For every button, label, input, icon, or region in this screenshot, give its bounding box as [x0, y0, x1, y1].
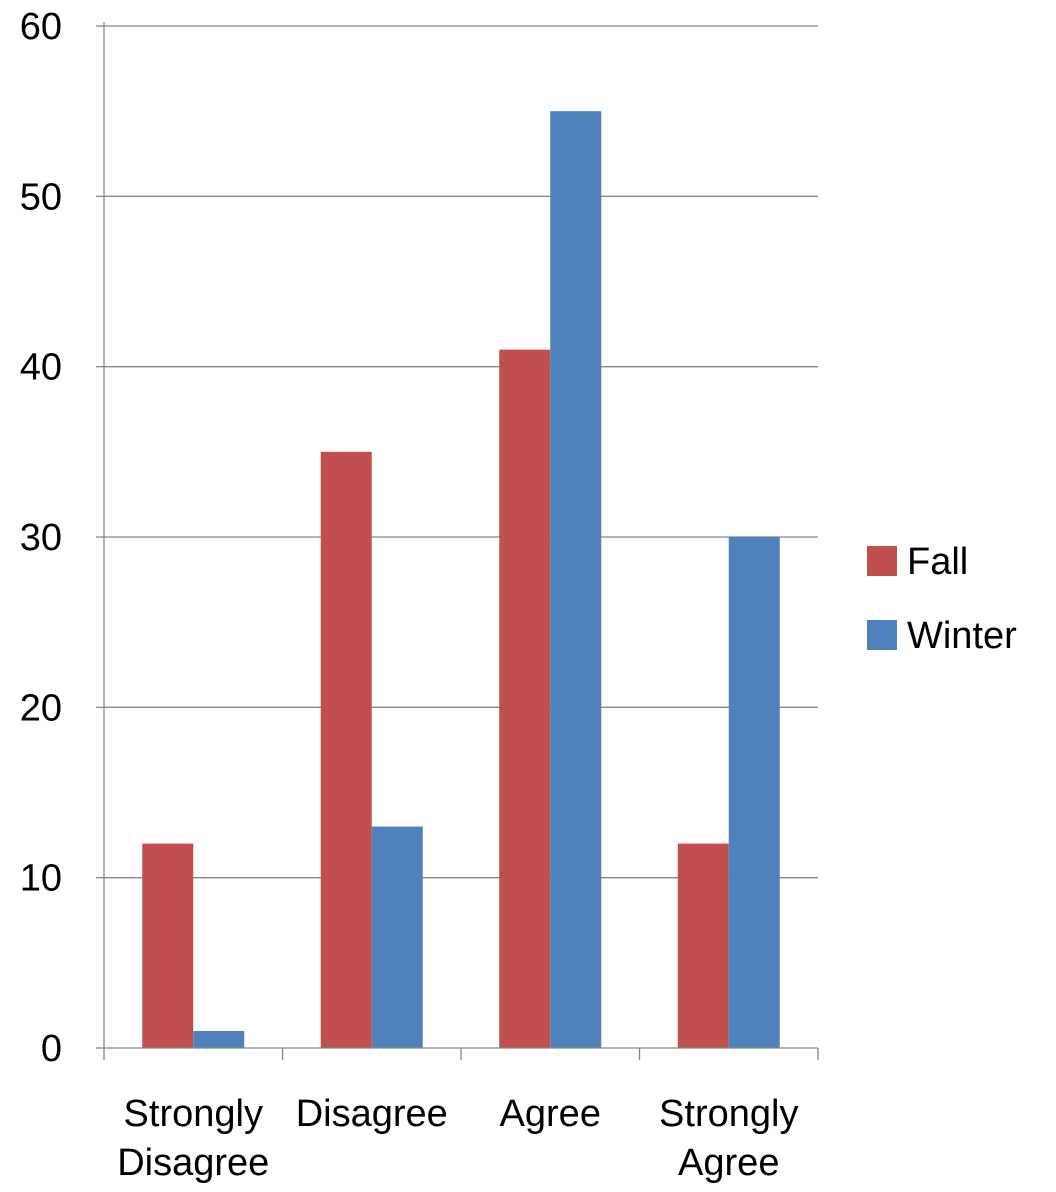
y-tick-label: 50 [20, 176, 62, 218]
bar-winter-0 [193, 1030, 245, 1048]
bar-fall-1 [320, 451, 372, 1048]
x-tick-label: Disagree [296, 1093, 448, 1135]
x-tick-label: Strongly Disagree [117, 1093, 269, 1184]
bar-fall-0 [142, 843, 194, 1048]
gridlines [104, 25, 818, 879]
legend-label-fall: Fall [907, 541, 968, 583]
y-tick-label: 10 [20, 858, 62, 900]
x-axis-labels: Strongly Disagree Disagree Agree Strongly Agr… [117, 1093, 798, 1184]
bar-fall-2 [499, 349, 551, 1049]
y-tick-label: 40 [20, 347, 62, 389]
bar-winter-1 [371, 826, 423, 1048]
x-tick-label: Agree [500, 1093, 601, 1135]
y-tick-label: 20 [20, 687, 62, 729]
legend-label-winter: Winter [907, 615, 1017, 657]
y-tick-label: 30 [20, 517, 62, 559]
legend-swatch-winter [867, 620, 897, 650]
x-tick-label: Strongly Agree [659, 1093, 798, 1184]
y-tick-label: 0 [41, 1028, 62, 1070]
bar-winter-2 [550, 111, 602, 1048]
y-tick-label: 60 [20, 6, 62, 48]
bars [142, 111, 780, 1049]
legend: Fall Winter [867, 541, 1017, 657]
y-axis-ticks: 0 10 20 30 40 50 60 [20, 6, 104, 1070]
bar-winter-3 [728, 537, 780, 1048]
bar-fall-3 [677, 843, 729, 1048]
legend-swatch-fall [867, 546, 897, 576]
axes [103, 22, 819, 1060]
